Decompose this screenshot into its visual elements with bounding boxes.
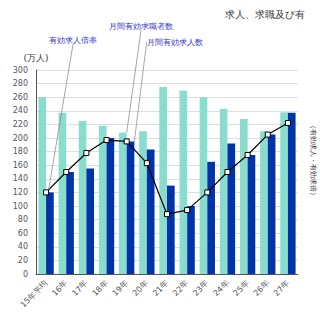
svg-text:160: 160 xyxy=(13,161,28,170)
svg-text:17年: 17年 xyxy=(70,279,89,298)
svg-text:月間有効求職者数: 月間有効求職者数 xyxy=(109,22,173,31)
svg-text:16年: 16年 xyxy=(50,279,69,298)
svg-text:260: 260 xyxy=(13,93,28,102)
svg-text:22年: 22年 xyxy=(171,279,190,298)
svg-text:20年: 20年 xyxy=(131,279,150,298)
svg-text:有効求人倍率: 有効求人倍率 xyxy=(49,36,97,45)
svg-text:15年平均: 15年平均 xyxy=(19,279,50,310)
svg-text:求人、求職及び有: 求人、求職及び有 xyxy=(225,9,305,20)
svg-text:26年: 26年 xyxy=(252,279,271,298)
svg-text:40: 40 xyxy=(18,242,28,251)
svg-text:（有効求人・有効求倍）: （有効求人・有効求倍） xyxy=(309,122,317,199)
svg-text:80: 80 xyxy=(18,215,28,224)
svg-text:25年: 25年 xyxy=(232,279,251,298)
svg-text:20: 20 xyxy=(18,256,28,265)
svg-text:24年: 24年 xyxy=(211,279,230,298)
svg-text:180: 180 xyxy=(13,147,28,156)
svg-text:21年: 21年 xyxy=(151,279,170,298)
svg-text:100: 100 xyxy=(13,202,28,211)
svg-text:120: 120 xyxy=(13,188,28,197)
svg-text:220: 220 xyxy=(13,120,28,129)
svg-text:19年: 19年 xyxy=(111,279,130,298)
svg-text:140: 140 xyxy=(13,174,28,183)
svg-text:月間有効求人数: 月間有効求人数 xyxy=(147,38,203,47)
svg-text:27年: 27年 xyxy=(272,279,291,298)
svg-text:(万人): (万人) xyxy=(23,53,48,63)
svg-text:0: 0 xyxy=(23,270,28,279)
svg-text:60: 60 xyxy=(18,229,28,238)
svg-text:18年: 18年 xyxy=(91,279,110,298)
svg-text:240: 240 xyxy=(13,106,28,115)
svg-text:300: 300 xyxy=(13,66,28,75)
svg-text:200: 200 xyxy=(13,134,28,143)
svg-text:280: 280 xyxy=(13,79,28,88)
svg-text:23年: 23年 xyxy=(191,279,210,298)
